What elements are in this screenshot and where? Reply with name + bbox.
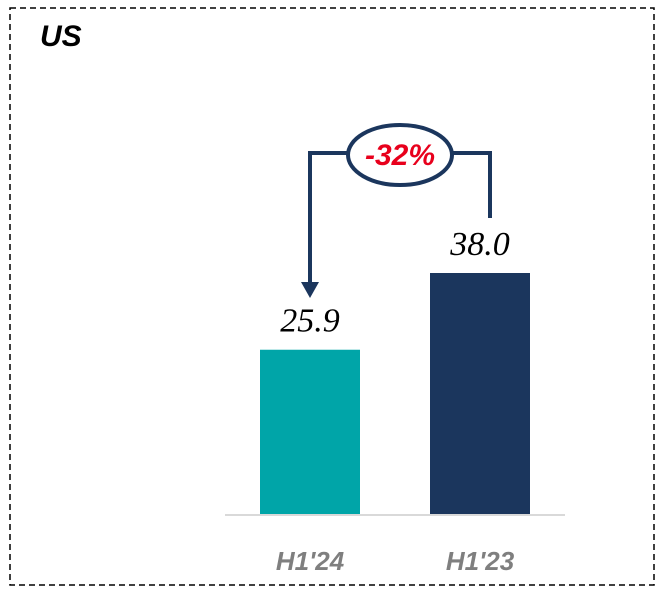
value-label: 38.0 — [449, 226, 510, 263]
bar — [430, 273, 530, 514]
chart-title: US — [40, 20, 82, 53]
bar — [260, 349, 360, 514]
change-label: -32% — [365, 139, 435, 172]
change-badge — [346, 123, 454, 187]
x-tick-label: H1'23 — [446, 546, 515, 576]
frame — [9, 7, 655, 586]
arrow-head — [301, 282, 319, 298]
x-tick-label: H1'24 — [276, 546, 345, 576]
value-label: 25.9 — [280, 303, 340, 340]
